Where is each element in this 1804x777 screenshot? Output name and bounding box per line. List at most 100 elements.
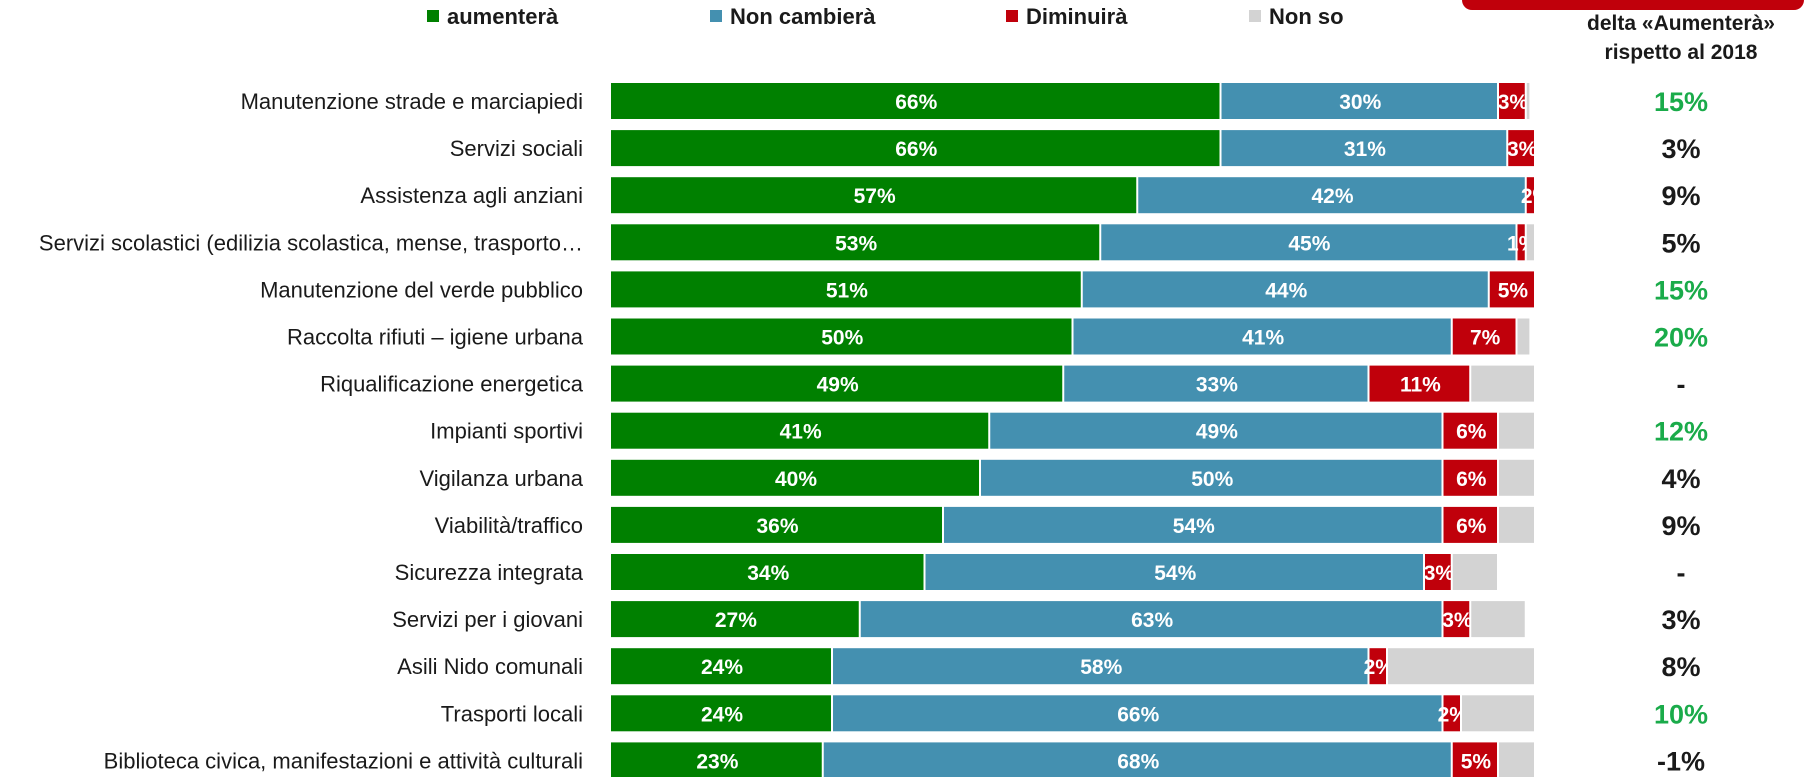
delta-value: 15% <box>1654 275 1708 305</box>
bar-label-diminuira: 2% <box>1364 656 1395 679</box>
category-label: Viabilità/traffico <box>435 513 583 538</box>
bar-label-aumentera: 36% <box>756 515 798 538</box>
bar-segment-aumentera <box>611 224 1100 261</box>
bar-segment-diminuira <box>1508 130 1534 167</box>
bar-row: 50% 41% 7% <box>611 318 1530 355</box>
delta-value: 15% <box>1654 87 1708 117</box>
bar-row: 66% 30% 3% <box>611 83 1530 119</box>
delta-value: 9% <box>1661 181 1700 211</box>
bar-segment-diminuira <box>1443 695 1460 732</box>
bar-segment-non_cambiera <box>833 648 1368 685</box>
bar-segment-non_so <box>1499 506 1534 543</box>
bar-label-diminuira: 6% <box>1456 468 1487 491</box>
bar-segment-diminuira <box>1526 177 1534 214</box>
delta-header-badge <box>1462 0 1804 10</box>
category-label: Manutenzione del verde pubblico <box>260 277 583 302</box>
bar-row: 24% 58% 2% <box>611 648 1534 685</box>
category-label: Asili Nido comunali <box>397 654 583 679</box>
bar-label-diminuira: 3% <box>1498 91 1529 114</box>
category-label: Raccolta rifiuti – igiene urbana <box>287 325 584 350</box>
bar-segment-diminuira <box>1452 742 1497 777</box>
delta-header-badge-shape <box>1462 0 1804 10</box>
bar-row: 34% 54% 3% <box>611 554 1497 590</box>
bar-label-non_cambiera: 49% <box>1196 421 1238 444</box>
bar-segment-non_cambiera <box>833 695 1442 732</box>
bar-segment-non_so <box>1471 365 1534 402</box>
bar-label-diminuira: 2% <box>1521 185 1552 208</box>
bar-label-non_cambiera: 45% <box>1288 232 1330 255</box>
bars: 66% 30% 3%66% 31% 3%57% 42% 2%53% 45% 1%51% 44% 5%… <box>611 83 1551 777</box>
category-label: Servizi scolastici (edilizia scolastica,… <box>39 230 583 255</box>
bar-segment-non_so <box>1462 695 1534 732</box>
delta-value: 5% <box>1661 228 1700 258</box>
bar-segment-non_cambiera <box>1221 130 1507 167</box>
legend-label-non_so: Non so <box>1269 4 1344 29</box>
bar-segment-aumentera <box>611 601 859 638</box>
bar-segment-non_so <box>1526 224 1534 261</box>
bar-label-aumentera: 40% <box>775 468 817 491</box>
bar-segment-aumentera <box>611 83 1220 119</box>
bar-segment-diminuira <box>1443 506 1497 543</box>
bar-segment-aumentera <box>611 318 1072 355</box>
bar-segment-diminuira <box>1443 601 1470 638</box>
bar-label-non_cambiera: 41% <box>1242 327 1284 350</box>
bar-row: 36% 54% 6% <box>611 506 1534 543</box>
category-label: Vigilanza urbana <box>420 466 584 491</box>
bar-segment-aumentera <box>611 177 1137 214</box>
bar-segment-non_so <box>1471 601 1525 638</box>
legend-swatch-aumentera <box>427 10 439 22</box>
category-label: Servizi per i giovani <box>392 607 583 632</box>
bar-label-aumentera: 50% <box>821 327 863 350</box>
bar-segment-non_so <box>1526 83 1530 119</box>
bar-segment-non_cambiera <box>1073 318 1451 355</box>
bar-segment-aumentera <box>611 365 1063 402</box>
bar-label-non_cambiera: 66% <box>1117 703 1159 726</box>
bar-segment-diminuira <box>1369 648 1386 685</box>
bar-segment-diminuira <box>1443 412 1497 449</box>
delta-value: - <box>1677 558 1686 588</box>
category-label: Servizi sociali <box>450 136 583 161</box>
bar-segment-non_cambiera <box>944 506 1442 543</box>
bar-label-diminuira: 5% <box>1461 750 1492 773</box>
bar-label-non_cambiera: 33% <box>1196 374 1238 397</box>
bar-segment-diminuira <box>1369 365 1470 402</box>
delta-value: 9% <box>1661 511 1700 541</box>
bar-label-non_cambiera: 54% <box>1173 515 1215 538</box>
bar-segment-diminuira <box>1499 83 1525 119</box>
delta-value: 20% <box>1654 323 1708 353</box>
bar-label-non_cambiera: 30% <box>1339 91 1381 114</box>
legend-swatch-non_so <box>1249 10 1261 22</box>
category-label: Sicurezza integrata <box>395 560 584 585</box>
bar-label-non_cambiera: 54% <box>1154 562 1196 585</box>
bar-label-non_cambiera: 50% <box>1191 468 1233 491</box>
bar-segment-non_cambiera <box>1082 271 1488 308</box>
bar-row: 23% 68% 5% <box>611 742 1534 777</box>
delta-header: delta «Aumenterà» rispetto al 2018 <box>1587 12 1775 64</box>
bar-label-diminuira: 2% <box>1438 703 1469 726</box>
bar-row: 27% 63% 3% <box>611 601 1525 638</box>
bar-segment-non_cambiera <box>1138 177 1525 214</box>
bar-label-aumentera: 57% <box>854 185 896 208</box>
bar-row: 57% 42% 2% <box>611 177 1552 214</box>
delta-value: 10% <box>1654 699 1708 729</box>
delta-value: 3% <box>1661 134 1700 164</box>
bar-label-aumentera: 41% <box>780 421 822 444</box>
bar-row: 51% 44% 5% <box>611 271 1534 308</box>
bar-segment-non_so <box>1517 318 1530 355</box>
bar-label-aumentera: 23% <box>696 750 738 773</box>
bar-label-aumentera: 27% <box>715 609 757 632</box>
bar-label-diminuira: 3% <box>1507 138 1538 161</box>
bar-segment-non_so <box>1388 648 1534 685</box>
delta-header-line-2: rispetto al 2018 <box>1605 41 1758 64</box>
bar-label-aumentera: 66% <box>895 138 937 161</box>
bar-label-diminuira: 3% <box>1424 562 1455 585</box>
delta-header-line-1: delta «Aumenterà» <box>1587 12 1775 35</box>
category-label: Trasporti locali <box>441 701 583 726</box>
bar-segment-non_so <box>1499 459 1534 496</box>
bar-label-non_cambiera: 44% <box>1265 279 1307 302</box>
legend-swatch-diminuira <box>1006 10 1018 22</box>
bar-segment-non_cambiera <box>1221 83 1497 119</box>
bar-row: 40% 50% 6% <box>611 459 1534 496</box>
bar-row: 53% 45% 1% <box>611 224 1538 261</box>
bar-segment-aumentera <box>611 648 831 685</box>
